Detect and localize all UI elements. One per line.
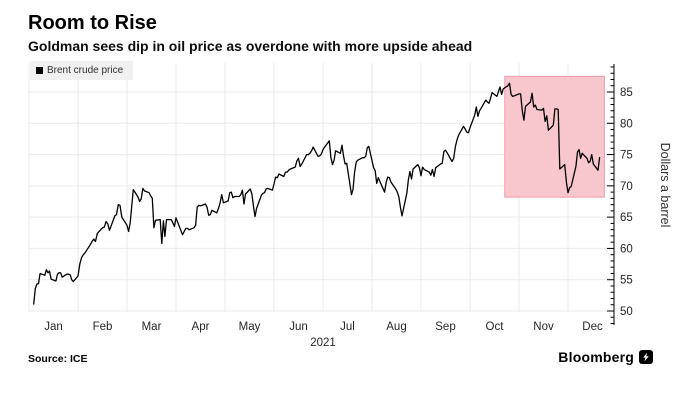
legend-swatch-icon (36, 67, 43, 74)
bloomberg-logo: Bloomberg (558, 349, 653, 365)
y-tick-label: 60 (620, 243, 633, 255)
y-tick-label: 80 (620, 118, 633, 130)
chart-title: Room to Rise (28, 12, 157, 34)
y-tick-label: 85 (620, 87, 633, 99)
x-tick-label: Nov (533, 321, 554, 333)
x-tick-label: Dec (582, 321, 603, 333)
legend: Brent crude price (30, 61, 134, 80)
x-tick-label: May (239, 321, 261, 333)
y-tick-label: 70 (620, 181, 633, 193)
x-tick-label: Aug (386, 321, 406, 333)
y-tick-label: 75 (620, 150, 633, 162)
bloomberg-terminal-icon (639, 350, 653, 364)
x-tick-label: Sep (435, 321, 455, 333)
x-tick-label: Mar (142, 321, 162, 333)
source-label: Source: ICE (28, 353, 88, 365)
bloomberg-wordmark: Bloomberg (558, 349, 634, 365)
x-tick-label: Feb (93, 321, 113, 333)
y-axis-title: Dollars a barrel (658, 143, 672, 228)
x-tick-label: Jan (44, 321, 63, 333)
price-line (33, 82, 601, 305)
y-tick-label: 55 (620, 275, 633, 287)
x-tick-label: Jun (289, 321, 308, 333)
x-axis-year-label: 2021 (310, 337, 336, 349)
x-tick-label: Apr (192, 321, 210, 333)
legend-label: Brent crude price (47, 65, 124, 76)
chart-subtitle: Goldman sees dip in oil price as overdon… (28, 38, 473, 54)
y-tick-label: 50 (620, 306, 633, 318)
x-tick-label: Oct (486, 321, 505, 333)
x-tick-label: Jul (340, 321, 355, 333)
y-tick-label: 65 (620, 212, 633, 224)
